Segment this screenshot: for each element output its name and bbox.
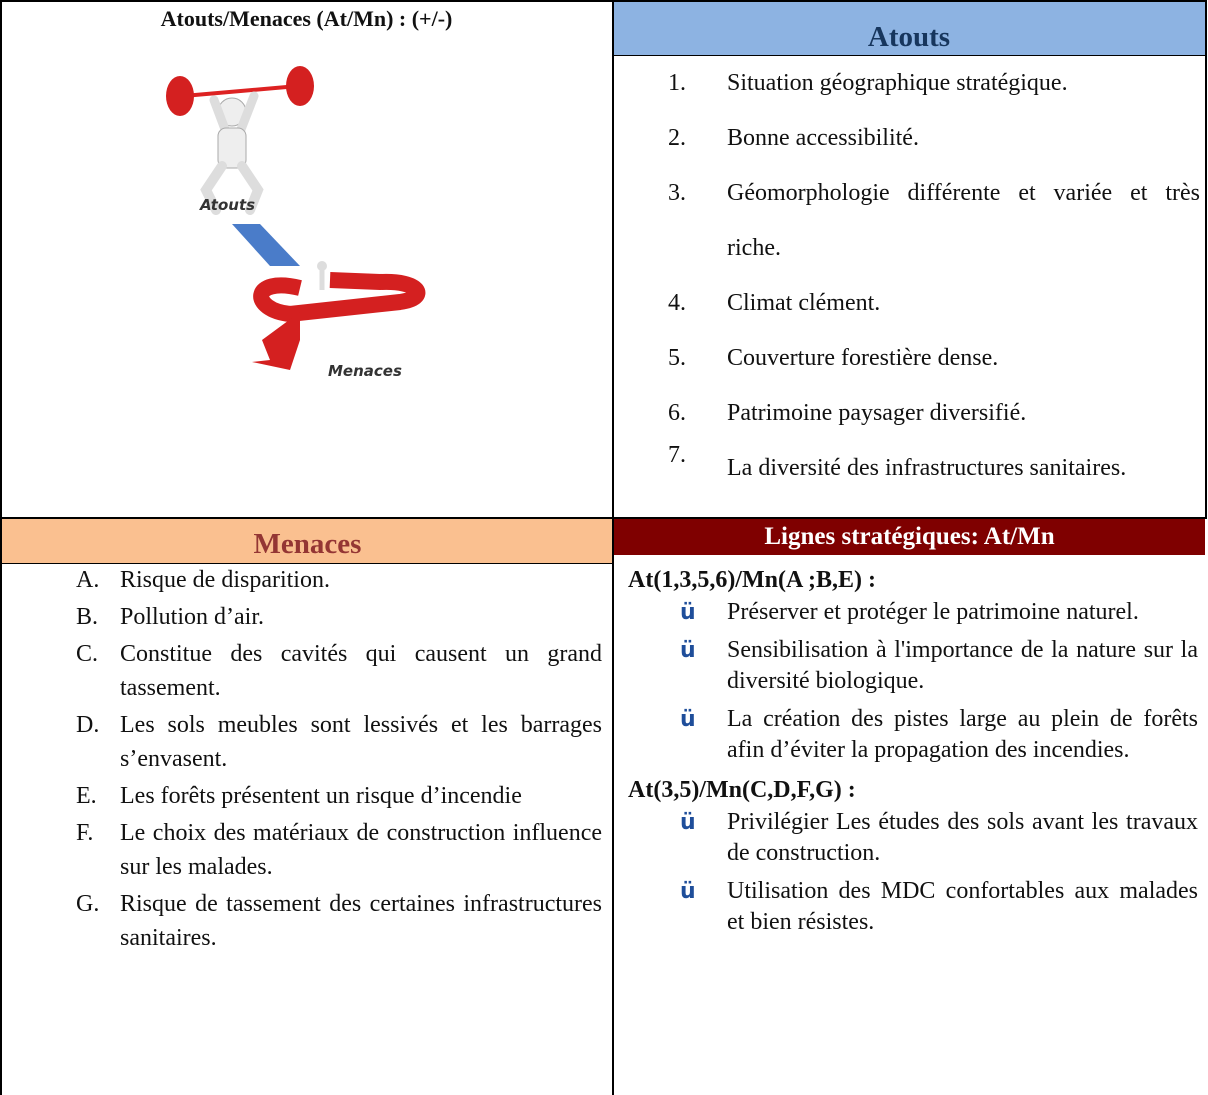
list-item: 4. Climat clément. <box>668 276 1200 331</box>
list-marker: ü <box>680 638 696 663</box>
list-text: Constitue des cavités qui causent un gra… <box>120 641 602 701</box>
border <box>1205 0 1207 519</box>
strategy-group: At(1,3,5,6)/Mn(A ;B,E) : ü Préserver et pr… <box>628 563 1198 766</box>
border <box>0 517 1207 519</box>
atouts-list: 1. Situation géographique stratégique. 2. B… <box>668 56 1200 482</box>
list-marker: A. <box>76 567 100 593</box>
strategy-heading: At(1,3,5,6)/Mn(A ;B,E) : <box>628 567 876 593</box>
list-item: ü La création des pistes large au plein d… <box>628 704 1198 766</box>
list-marker: 1. <box>668 70 686 96</box>
list-item: ü Privilégier Les études des sols avant l… <box>628 807 1198 869</box>
list-marker: 5. <box>668 345 686 371</box>
list-item: ü Préserver et protéger le patrimoine nat… <box>628 597 1198 628</box>
list-text: La création des pistes large au plein de… <box>727 706 1198 763</box>
list-item: 5. Couverture forestière dense. <box>668 331 1200 386</box>
list-text: La diversité des infrastructures sanitai… <box>727 455 1127 481</box>
list-marker: 3. <box>668 180 686 206</box>
list-item: 7. La diversité des infrastructures sanit… <box>668 441 1200 482</box>
list-text: Privilégier Les études des sols avant le… <box>727 809 1198 866</box>
atouts-header: Atouts <box>613 2 1205 55</box>
list-text: Le choix des matériaux de construction i… <box>120 820 602 880</box>
list-marker: D. <box>76 712 100 738</box>
list-text: Sensibilisation à l'importance de la nat… <box>727 637 1198 694</box>
list-text: Les forêts présentent un risque d’incend… <box>120 783 522 809</box>
list-item: F. Le choix des matériaux de construction… <box>76 816 602 884</box>
list-text: Préserver et protéger le patrimoine natu… <box>727 599 1139 625</box>
border <box>0 0 2 1095</box>
menaces-list: A. Risque de disparition. B. Pollution d’ai… <box>76 563 602 958</box>
top-left-title: Atouts/Menaces (At/Mn) : (+/-) <box>160 6 453 31</box>
list-marker: ü <box>680 707 696 732</box>
list-item: C. Constitue des cavités qui causent un g… <box>76 637 602 705</box>
weightlifter: Atouts <box>166 66 314 215</box>
lignes-header: Lignes stratégiques: At/Mn <box>614 519 1205 555</box>
border <box>613 55 1207 56</box>
list-marker: 2. <box>668 125 686 151</box>
list-text: Situation géographique stratégique. <box>727 70 1068 96</box>
strategy-heading: At(3,5)/Mn(C,D,F,G) : <box>628 777 856 803</box>
strategy-group: At(3,5)/Mn(C,D,F,G) : ü Privilégier Les ét… <box>628 773 1198 938</box>
list-item: D. Les sols meubles sont lessivés et les … <box>76 708 602 776</box>
list-marker: ü <box>680 810 696 835</box>
image-label: Atouts <box>199 196 255 214</box>
strategy-list: ü Privilégier Les études des sols avant l… <box>628 807 1198 938</box>
border <box>0 0 1207 2</box>
list-item: ü Utilisation des MDC confortables aux ma… <box>628 876 1198 938</box>
blue-arrow <box>232 224 300 266</box>
list-text: Couverture forestière dense. <box>727 345 999 371</box>
list-item: 2. Bonne accessibilité. <box>668 111 1200 166</box>
list-text: Risque de disparition. <box>120 567 330 593</box>
lignes-list: At(1,3,5,6)/Mn(A ;B,E) : ü Préserver et pr… <box>628 563 1198 945</box>
strategy-list: ü Préserver et protéger le patrimoine nat… <box>628 597 1198 766</box>
list-marker: C. <box>76 641 99 667</box>
list-marker: G. <box>76 891 100 917</box>
illustration: Atouts Menaces <box>166 66 426 380</box>
list-marker: E. <box>76 783 97 809</box>
image-label: Menaces <box>328 362 402 380</box>
list-item: B. Pollution d’air. <box>76 600 602 634</box>
list-text: Risque de tassement des certaines infras… <box>120 891 602 951</box>
list-marker: F. <box>76 820 94 846</box>
list-marker: 6. <box>668 400 686 426</box>
list-item: A. Risque de disparition. <box>76 563 602 597</box>
list-item: ü Sensibilisation à l'importance de la na… <box>628 635 1198 697</box>
list-marker: 4. <box>668 290 686 316</box>
red-arrow: Menaces <box>252 261 426 380</box>
list-marker: B. <box>76 604 99 630</box>
list-item: G. Risque de tassement des certaines infr… <box>76 887 602 955</box>
list-text: Les sols meubles sont lessivés et les ba… <box>120 712 602 772</box>
list-item: E. Les forêts présentent un risque d’ince… <box>76 779 602 813</box>
list-text: Utilisation des MDC confortables aux mal… <box>727 878 1198 935</box>
list-text: Bonne accessibilité. <box>727 125 919 151</box>
list-marker: 7. <box>668 442 686 468</box>
top-left-cell: Atouts/Menaces (At/Mn) : (+/-) Atouts Me… <box>0 0 613 518</box>
list-text: Géomorphologie différente et variée et t… <box>727 180 1200 261</box>
list-item: 6. Patrimoine paysager diversifié. <box>668 386 1200 441</box>
list-item: 3. Géomorphologie différente et variée et… <box>668 166 1200 276</box>
list-marker: ü <box>680 879 696 904</box>
list-item: 1. Situation géographique stratégique. <box>668 56 1200 111</box>
list-marker: ü <box>680 600 696 625</box>
list-text: Pollution d’air. <box>120 604 264 630</box>
border <box>0 563 613 564</box>
list-text: Climat clément. <box>727 290 881 316</box>
border <box>612 0 614 1095</box>
list-text: Patrimoine paysager diversifié. <box>727 400 1027 426</box>
menaces-header: Menaces <box>2 519 613 563</box>
